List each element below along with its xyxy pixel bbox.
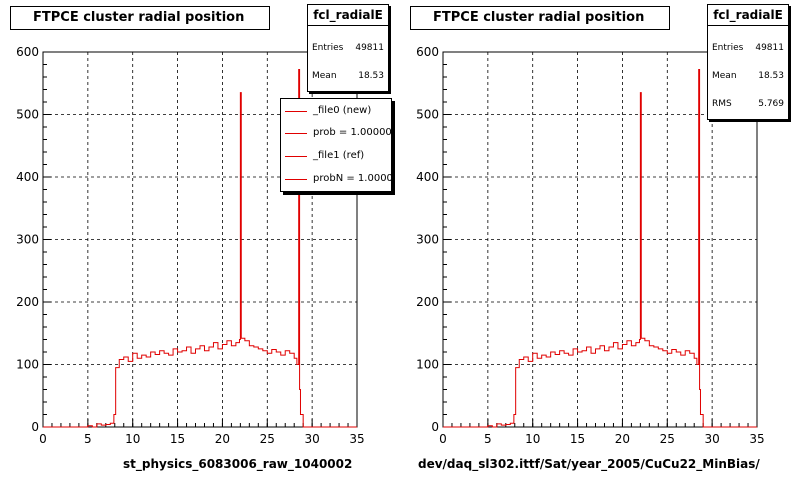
stats-value: 5.769 (758, 99, 784, 109)
x-tick-label: 5 (84, 432, 92, 446)
legend-label: _file1 (ref) (313, 150, 365, 161)
y-tick-label: 400 (416, 170, 439, 184)
stats-value: 49811 (755, 43, 784, 53)
legend-label: prob = 1.000000 (313, 127, 392, 138)
x-tick-label: 10 (525, 432, 540, 446)
stats-label: Entries (312, 43, 344, 53)
x-tick-label: 5 (484, 432, 492, 446)
y-tick-label: 0 (431, 420, 439, 434)
x-tick-label: 35 (749, 432, 764, 446)
legend-swatch (285, 133, 307, 134)
y-tick-label: 200 (16, 295, 39, 309)
right-stats-mean: Mean 18.53 (712, 71, 784, 83)
stats-label: RMS (712, 99, 732, 109)
x-tick-label: 0 (439, 432, 447, 446)
y-tick-label: 600 (416, 45, 439, 59)
x-tick-label: 25 (260, 432, 275, 446)
x-tick-label: 20 (615, 432, 630, 446)
x-tick-label: 10 (125, 432, 140, 446)
left-stats-box: fcl_radialE Entries 49811 Mean 18.53 (307, 4, 389, 92)
x-tick-label: 30 (305, 432, 320, 446)
histogram-series-line (443, 69, 757, 428)
x-tick-label: 30 (705, 432, 720, 446)
right-stats-entries: Entries 49811 (712, 43, 784, 55)
stats-label: Entries (712, 43, 744, 53)
y-tick-label: 100 (416, 358, 439, 372)
legend-swatch (285, 156, 307, 157)
left-histogram-panel: 0 5 10 15 20 25 30 35 0 100 200 300 400 500 600 FTPCE … (10, 4, 392, 471)
stats-value: 49811 (355, 43, 384, 53)
stats-value: 18.53 (358, 71, 384, 81)
right-stats-box: fcl_radialE Entries 49811 Mean 18.53 RMS… (707, 4, 789, 120)
stats-label: Mean (712, 71, 737, 81)
x-tick-label: 35 (349, 432, 364, 446)
left-x-axis-caption: st_physics_6083006_raw_1040002 (123, 457, 353, 471)
stats-label: Mean (312, 71, 337, 81)
legend-label: _file0 (new) (313, 105, 372, 116)
y-tick-label: 300 (16, 233, 39, 247)
right-stats-rms: RMS 5.769 (712, 99, 784, 111)
right-plot-title: FTPCE cluster radial position (410, 6, 670, 30)
left-plot-title: FTPCE cluster radial position (10, 6, 270, 30)
y-tick-label: 100 (16, 358, 39, 372)
left-stats-mean: Mean 18.53 (312, 71, 384, 83)
x-tick-label: 0 (39, 432, 47, 446)
y-tick-label: 500 (416, 108, 439, 122)
right-histogram-plot: 0 5 10 15 20 25 30 35 0 100 200 300 400 500 600 (416, 45, 765, 446)
legend-swatch (285, 111, 307, 112)
y-tick-label: 600 (16, 45, 39, 59)
x-tick-label: 20 (215, 432, 230, 446)
x-tick-label: 15 (570, 432, 585, 446)
x-tick-label: 25 (660, 432, 675, 446)
y-tick-label: 400 (16, 170, 39, 184)
y-tick-label: 500 (16, 108, 39, 122)
y-tick-label: 0 (31, 420, 39, 434)
left-stats-entries: Entries 49811 (312, 43, 384, 55)
legend-label: probN = 1.000000 (313, 173, 392, 184)
right-stats-title: fcl_radialE (708, 5, 788, 26)
histogram-series-line (43, 69, 357, 428)
left-stats-title: fcl_radialE (308, 5, 388, 26)
x-tick-label: 15 (170, 432, 185, 446)
right-histogram-panel: 0 5 10 15 20 25 30 35 0 100 200 300 400 500 600 FTPCE … (400, 0, 800, 480)
stats-value: 18.53 (758, 71, 784, 81)
left-legend: _file0 (new) prob = 1.000000 _file1 (ref… (280, 98, 392, 192)
y-tick-label: 300 (416, 233, 439, 247)
y-tick-label: 200 (416, 295, 439, 309)
right-x-axis-caption: dev/daq_sl302.ittf/Sat/year_2005/CuCu22_… (418, 457, 760, 471)
legend-swatch (285, 179, 307, 180)
